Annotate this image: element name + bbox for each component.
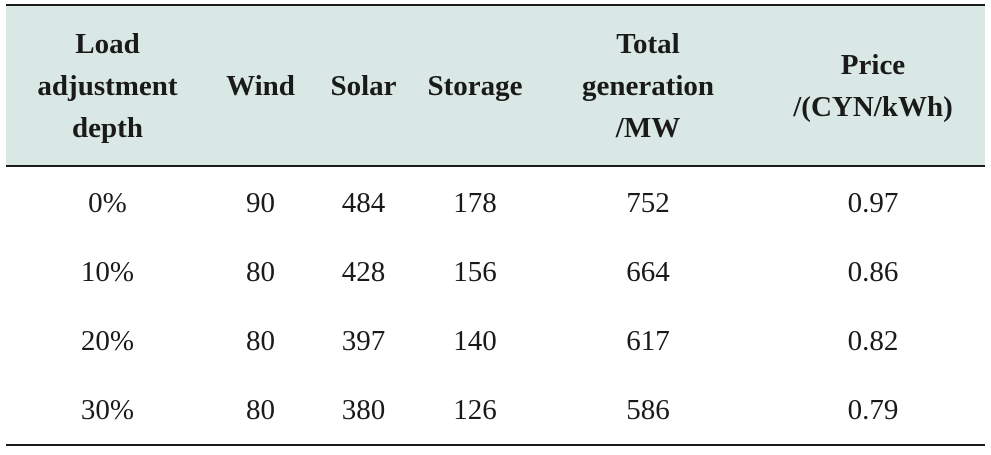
- header-price: Price /(CYN/kWh): [761, 4, 985, 167]
- cell-price: 0.86: [847, 256, 899, 288]
- cell-load-depth: 10%: [80, 256, 135, 288]
- cell-total-generation: 664: [626, 256, 670, 288]
- cell-total-generation: 617: [626, 325, 670, 357]
- header-row: Load adjustment depth Wind Solar Storage…: [6, 4, 985, 167]
- header-total-generation: Total generation /MW: [535, 4, 761, 167]
- table-header: Load adjustment depth Wind Solar Storage…: [6, 4, 985, 167]
- table-row: 0% 90 484 178 752 0.97: [6, 166, 985, 238]
- cell-price: 0.82: [847, 325, 899, 357]
- header-wind: Wind: [209, 4, 312, 167]
- table-body: 0% 90 484 178 752 0.97 10% 80 428 156 66…: [6, 166, 985, 446]
- table-row: 30% 80 380 126 586 0.79: [6, 376, 985, 446]
- cell-storage: 140: [453, 325, 497, 357]
- cell-load-depth: 0%: [88, 187, 127, 219]
- header-solar: Solar: [312, 4, 415, 167]
- cell-wind: 80: [246, 256, 275, 288]
- cell-price: 0.97: [847, 187, 899, 219]
- cell-total-generation: 752: [626, 187, 670, 219]
- cell-wind: 80: [209, 376, 312, 446]
- generation-price-table: Load adjustment depth Wind Solar Storage…: [6, 4, 985, 446]
- cell-solar: 428: [341, 256, 386, 288]
- cell-storage: 156: [453, 256, 497, 288]
- table-row: 20% 80 397 140 617 0.82: [6, 307, 985, 376]
- cell-price: 0.79: [761, 376, 985, 446]
- cell-storage: 126: [415, 376, 535, 446]
- cell-total-generation: 586: [535, 376, 761, 446]
- cell-load-depth: 20%: [80, 325, 135, 357]
- cell-load-depth: 30%: [6, 376, 209, 446]
- cell-wind: 90: [246, 187, 275, 219]
- cell-solar: 484: [341, 187, 386, 219]
- data-table-container: Load adjustment depth Wind Solar Storage…: [6, 4, 985, 446]
- cell-solar: 380: [312, 376, 415, 446]
- header-load-adjustment-depth: Load adjustment depth: [6, 4, 209, 167]
- header-storage: Storage: [415, 4, 535, 167]
- cell-storage: 178: [453, 187, 497, 219]
- cell-solar: 397: [341, 325, 386, 357]
- cell-wind: 80: [246, 325, 275, 357]
- table-row: 10% 80 428 156 664 0.86: [6, 238, 985, 307]
